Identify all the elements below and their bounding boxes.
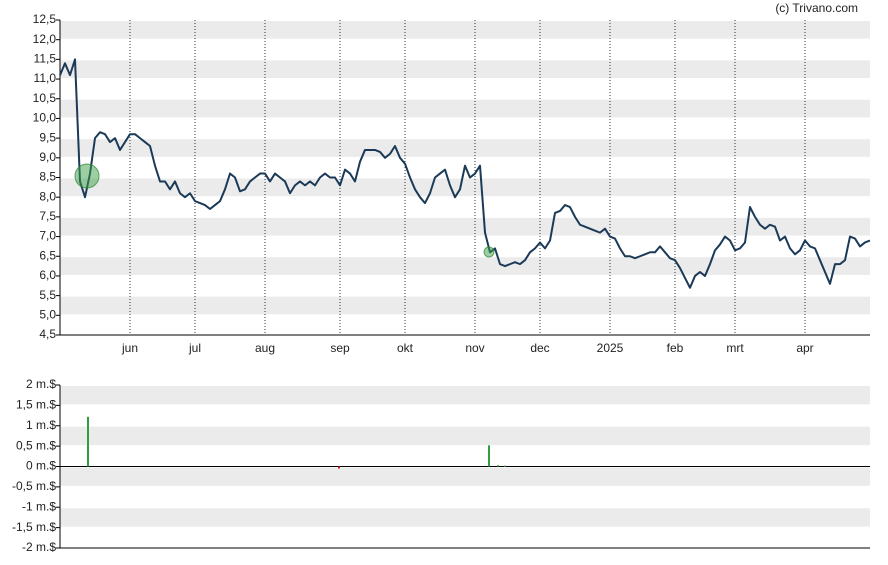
y-tick-label: 6,5 — [39, 248, 56, 262]
y-tick-label: 4,5 — [39, 327, 56, 341]
grid-band — [60, 467, 870, 486]
y-tick-label: 0,5 m.$ — [16, 438, 56, 452]
y-tick-label: -1 m.$ — [22, 499, 56, 513]
y-tick-label: 0 m.$ — [26, 459, 56, 473]
x-tick-label: okt — [397, 341, 414, 355]
x-tick-label: sep — [330, 341, 350, 355]
y-tick-label: 1 m.$ — [26, 418, 56, 432]
price-line — [59, 58, 871, 289]
y-tick-label: 12,0 — [33, 32, 57, 46]
y-tick-label: 7,0 — [39, 229, 56, 243]
grid-band — [60, 99, 870, 118]
x-tick-label: apr — [796, 341, 813, 355]
credit: (c) Trivano.com — [775, 1, 858, 15]
x-tick-label: dec — [530, 341, 549, 355]
y-tick-label: -2 m.$ — [22, 540, 56, 554]
y-tick-label: 11,0 — [34, 71, 57, 85]
grid-band — [60, 139, 870, 157]
y-tick-label: -1,5 m.$ — [12, 520, 56, 534]
bar — [87, 416, 89, 467]
y-tick-label: 8,0 — [39, 189, 56, 203]
y-tick-label: 9,0 — [39, 150, 56, 164]
y-tick-label: 11,5 — [34, 52, 57, 66]
bar — [488, 445, 490, 467]
y-tick-label: 10,5 — [33, 91, 57, 105]
x-tick-label: aug — [255, 341, 275, 355]
x-tick-label: 2025 — [597, 341, 624, 355]
foreground: 12,5 12,0 11,5 11,0 10,5 10,0 9,5 9,0 8,5 8,0 7,5 7… — [12, 12, 871, 554]
y-tick-label: 5,0 — [39, 307, 56, 321]
y-tick-label: 12,5 — [33, 12, 57, 26]
bar — [338, 466, 340, 469]
grid-band — [60, 426, 870, 446]
y-tick-label: -0,5 m.$ — [12, 479, 56, 493]
grid-band — [60, 60, 870, 79]
grid-band — [60, 21, 870, 39]
x-tick-label: jul — [188, 341, 201, 355]
grid-band — [60, 217, 870, 236]
y-tick-label: 10,0 — [33, 111, 57, 125]
signal-marker — [74, 163, 100, 189]
y-tick-label: 7,5 — [39, 209, 56, 223]
bar — [497, 465, 499, 467]
background — [60, 20, 870, 527]
y-tick-label: 6,0 — [39, 268, 56, 282]
y-tick-label: 8,5 — [39, 170, 56, 184]
grid-band — [60, 386, 870, 405]
bar — [504, 465, 506, 467]
x-tick-label: feb — [667, 341, 684, 355]
y-tick-label: 5,5 — [39, 288, 56, 302]
grid-band — [60, 508, 870, 527]
y-tick-label: 9,5 — [39, 130, 56, 144]
x-tick-label: nov — [465, 341, 484, 355]
grid-band — [60, 296, 870, 315]
x-tick-label: jun — [121, 341, 138, 355]
grid-band — [60, 257, 870, 275]
signal-marker — [483, 246, 495, 258]
x-tick-label: mrt — [726, 341, 744, 355]
grid-band — [60, 178, 870, 197]
y-tick-label: 2 m.$ — [26, 377, 56, 391]
y-tick-label: 1,5 m.$ — [16, 398, 56, 412]
